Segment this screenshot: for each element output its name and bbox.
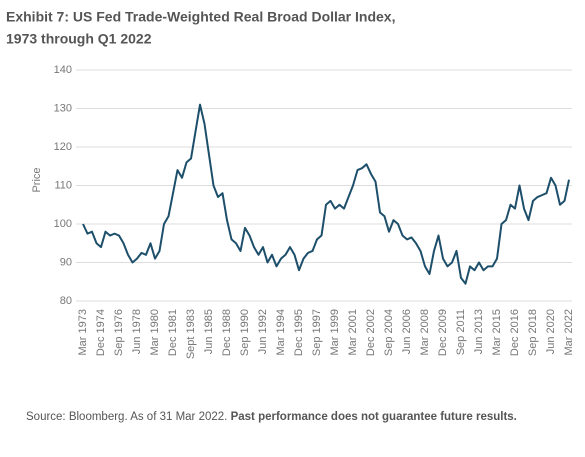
- footnote: Source: Bloomberg. As of 31 Mar 2022. Pa…: [26, 411, 517, 423]
- x-tick-label: Dec 1988: [221, 309, 233, 356]
- x-tick-label: Dec 2009: [437, 309, 449, 356]
- y-tick-label: 130: [54, 102, 72, 114]
- x-tick-label: Jun 2013: [473, 309, 485, 354]
- y-tick-label: 90: [60, 256, 72, 268]
- x-tick-label: Mar 2001: [347, 309, 359, 355]
- x-tick-label: Mar 2015: [491, 309, 503, 355]
- x-tick-label: Sep 1997: [311, 309, 323, 356]
- x-tick-label: Dec 1995: [293, 309, 305, 356]
- chart-subtitle: 1973 through Q1 2022: [6, 31, 152, 47]
- x-tick-label: Jun 1978: [131, 309, 143, 354]
- x-tick-label: Sep 2011: [455, 309, 467, 355]
- x-tick-label: Sept 1983: [185, 309, 197, 359]
- x-tick-label: Mar 1980: [149, 309, 161, 355]
- x-tick-label: Sep 2018: [527, 309, 539, 356]
- x-tick-label: Dec 1974: [95, 309, 107, 356]
- source: Source: Bloomberg. As of 31 Mar 2022.: [26, 411, 227, 423]
- x-tick-label: Jun 2020: [545, 309, 557, 354]
- x-tick-label: Sep 2004: [383, 309, 395, 356]
- y-tick-label: 80: [60, 295, 72, 307]
- x-tick-label: Jun 1985: [203, 309, 215, 354]
- x-tick-label: Mar 1999: [329, 309, 341, 355]
- x-tick-label: Sep 1990: [239, 309, 251, 356]
- y-axis-label: Price: [31, 167, 43, 192]
- line: [82, 103, 570, 285]
- y-tick-label: 140: [54, 64, 72, 76]
- x-tick-label: Mar 1994: [275, 309, 287, 355]
- x-tick-label: Jun 1992: [257, 309, 269, 354]
- x-tick-label: Mar 2008: [419, 309, 431, 355]
- x-tick-label: Dec 1981: [167, 309, 179, 356]
- x-tick-label: Dec 2002: [365, 309, 377, 356]
- chart-title: Exhibit 7: US Fed Trade-Weighted Real Br…: [6, 9, 395, 25]
- x-tick-label: Jun 2006: [401, 309, 413, 354]
- y-tick-label: 100: [54, 218, 72, 230]
- x-tick-label: Sep 1976: [113, 309, 125, 356]
- x-tick-label: Dec 2016: [509, 309, 521, 356]
- y-tick-label: 110: [54, 179, 72, 191]
- y-tick-label: 120: [54, 141, 72, 153]
- disclaimer: Past performance does not guarantee futu…: [231, 411, 517, 423]
- x-tick-label: Mar 2022: [563, 309, 575, 355]
- x-tick-label: Mar 1973: [77, 309, 89, 355]
